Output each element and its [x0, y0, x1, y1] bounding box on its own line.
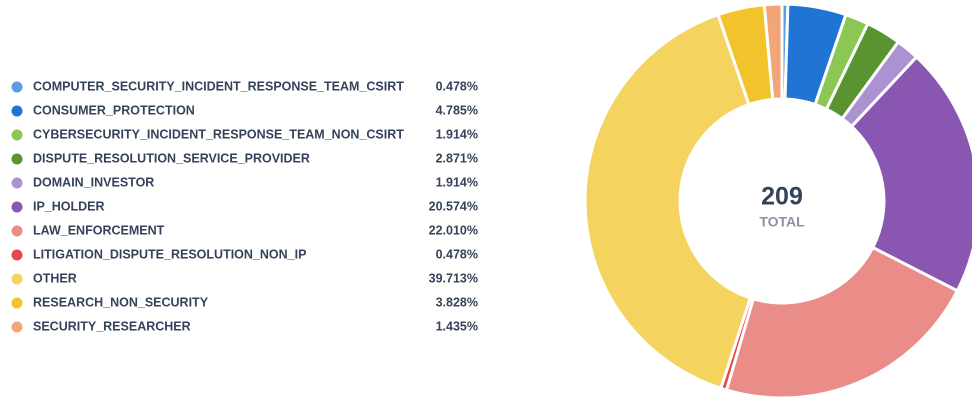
legend-value: 22.010% — [429, 223, 478, 237]
legend-dot — [11, 321, 23, 333]
legend-value: 1.435% — [436, 319, 478, 333]
total-value: 209 — [761, 183, 803, 211]
legend-value: 3.828% — [436, 295, 478, 309]
legend-label: IP_HOLDER — [33, 199, 105, 213]
legend-dot — [11, 225, 23, 237]
legend-label: SECURITY_RESEARCHER — [33, 319, 191, 333]
legend-value: 20.574% — [429, 199, 478, 213]
legend-label: LAW_ENFORCEMENT — [33, 223, 165, 237]
legend-dot — [11, 273, 23, 285]
legend-dot — [11, 105, 23, 117]
legend-dot — [11, 297, 23, 309]
legend-value: 39.713% — [429, 271, 478, 285]
donut-segment — [583, 12, 753, 391]
legend-dot — [11, 153, 23, 165]
legend-dot — [11, 177, 23, 189]
legend-value: 1.914% — [436, 175, 478, 189]
legend-label: COMPUTER_SECURITY_INCIDENT_RESPONSE_TEAM… — [33, 79, 404, 93]
legend-value: 4.785% — [436, 103, 478, 117]
legend-value: 2.871% — [436, 151, 478, 165]
legend-value: 0.478% — [436, 247, 478, 261]
donut-segment — [724, 245, 960, 400]
donut-segment — [849, 54, 972, 293]
legend-dot — [11, 201, 23, 213]
legend-label: RESEARCH_NON_SECURITY — [33, 295, 209, 309]
total-label: TOTAL — [759, 214, 805, 230]
legend-value: 0.478% — [436, 79, 478, 93]
donut-segment — [762, 2, 784, 102]
legend-dot — [11, 81, 23, 93]
legend-value: 1.914% — [436, 127, 478, 141]
legend-label: CONSUMER_PROTECTION — [33, 103, 195, 117]
legend-label: OTHER — [33, 271, 77, 285]
legend-dot — [11, 249, 23, 261]
legend-label: LITIGATION_DISPUTE_RESOLUTION_NON_IP — [33, 247, 306, 261]
legend-label: DOMAIN_INVESTOR — [33, 175, 154, 189]
legend-dot — [11, 129, 23, 141]
legend-label: CYBERSECURITY_INCIDENT_RESPONSE_TEAM_NON… — [33, 127, 404, 141]
legend-label: DISPUTE_RESOLUTION_SERVICE_PROVIDER — [33, 151, 310, 165]
